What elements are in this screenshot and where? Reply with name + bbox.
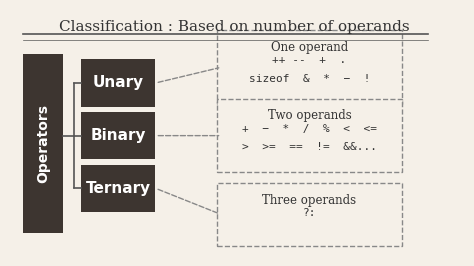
Text: Operators: Operators [36,104,50,183]
Text: Unary: Unary [92,76,144,90]
Text: >  >=  ==  !=  &&...: > >= == != &&... [242,142,377,152]
FancyBboxPatch shape [81,112,155,159]
FancyBboxPatch shape [81,59,155,107]
Text: +  −  *  /  %  <  <=: + − * / % < <= [242,124,377,134]
Text: Three operands: Three operands [263,194,356,206]
Text: Ternary: Ternary [85,181,151,196]
FancyBboxPatch shape [81,165,155,212]
FancyBboxPatch shape [217,99,402,172]
Text: Classification : Based on number of operands: Classification : Based on number of oper… [59,20,409,34]
Text: Binary: Binary [90,128,146,143]
FancyBboxPatch shape [217,30,402,104]
Text: ?:: ?: [303,208,316,218]
FancyBboxPatch shape [23,54,63,233]
Text: sizeof  &  *  −  !: sizeof & * − ! [249,74,370,84]
FancyBboxPatch shape [217,183,402,246]
Text: Two operands: Two operands [268,109,351,122]
Text: ++ --  +  .: ++ -- + . [273,55,346,65]
Text: One operand: One operand [271,41,348,54]
